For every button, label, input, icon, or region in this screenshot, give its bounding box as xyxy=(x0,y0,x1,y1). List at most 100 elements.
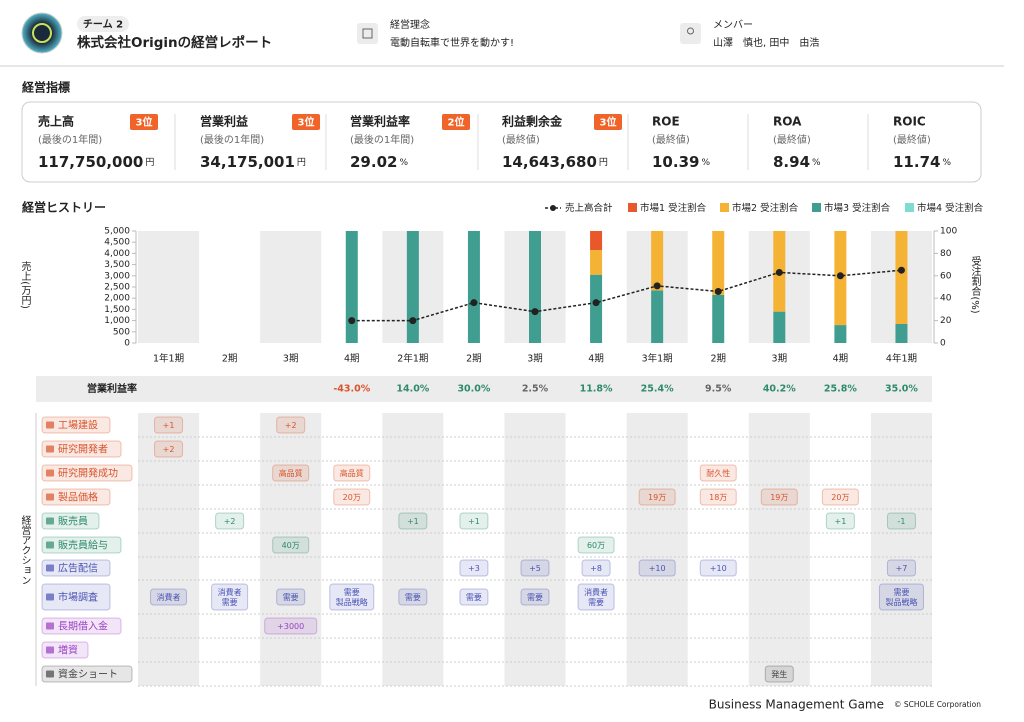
metric-value: 8.94% xyxy=(773,153,821,171)
sales-point xyxy=(714,287,722,295)
action-icon xyxy=(46,670,54,678)
action-chip xyxy=(41,464,133,482)
metrics-card xyxy=(21,101,982,183)
column-shade xyxy=(382,413,444,686)
x-tick-label: 2年1期 xyxy=(397,353,428,365)
metric-name: ROA xyxy=(773,115,802,129)
report-title: 株式会社Originの経営レポート xyxy=(77,34,272,51)
legend-label: 市場4 受注割合 xyxy=(917,202,984,214)
action-cell xyxy=(699,488,737,506)
action-cell xyxy=(211,583,249,611)
action-name: 市場調査 xyxy=(58,591,98,604)
metric-period: (最終値) xyxy=(652,133,690,146)
action-cell xyxy=(638,559,676,577)
action-value: 18万 xyxy=(709,493,727,502)
metric-value: 10.39% xyxy=(652,153,710,171)
rank: 2位 xyxy=(448,116,465,129)
action-chip xyxy=(41,536,122,554)
action-icon xyxy=(46,622,54,630)
column-shade xyxy=(138,231,200,343)
margin-value: 25.8% xyxy=(824,384,857,395)
action-cell xyxy=(329,583,375,611)
value: 117,750,000 xyxy=(38,153,143,171)
action-cell xyxy=(520,588,550,606)
bar-segment xyxy=(712,294,725,343)
y2-tick-label: 80 xyxy=(940,249,952,259)
metric-name: 売上高 xyxy=(38,114,74,129)
action-name: 製品価格 xyxy=(58,491,98,504)
metric-period: (最終値) xyxy=(502,133,540,146)
y-tick-label: 2,500 xyxy=(104,283,130,293)
column-shade xyxy=(504,413,566,686)
column-shade xyxy=(748,413,810,686)
x-tick-label: 1年1期 xyxy=(153,353,184,365)
action-cell xyxy=(886,559,916,577)
margin-value: 25.4% xyxy=(641,384,674,395)
action-value: +3000 xyxy=(277,622,304,631)
footer-brand: Business Management Game xyxy=(709,698,884,712)
bar-segment xyxy=(712,231,725,295)
x-tick-label: 3期 xyxy=(527,354,543,365)
section-title: 経営指標 xyxy=(22,80,70,95)
action-cell xyxy=(150,588,188,606)
action-chip xyxy=(41,559,111,577)
margin-value: 9.5% xyxy=(705,384,732,395)
x-tick-label: 2期 xyxy=(222,354,238,365)
metric-name: 利益剰余金 xyxy=(502,114,563,129)
action-value: 19万 xyxy=(648,493,666,502)
sales-point xyxy=(409,317,417,325)
action-icon xyxy=(46,493,54,501)
action-chip xyxy=(41,512,100,530)
x-tick-label: 4期 xyxy=(344,354,360,365)
logo-mark xyxy=(32,23,52,43)
sales-point xyxy=(836,272,844,280)
bar-segment xyxy=(895,231,908,324)
margin-value: 40.2% xyxy=(763,384,796,395)
rank: 3位 xyxy=(136,116,153,129)
bar-segment xyxy=(590,274,603,343)
action-cell xyxy=(886,512,916,530)
action-cell xyxy=(581,559,611,577)
action-value: +1 xyxy=(407,517,419,526)
action-cell xyxy=(398,512,428,530)
metric-period: (最終値) xyxy=(773,133,811,146)
action-value: +1 xyxy=(163,421,175,430)
y-tick-label: 1,500 xyxy=(104,305,130,315)
action-chip xyxy=(41,488,111,506)
margin-value: 35.0% xyxy=(885,384,918,395)
metric-period: (最後の1年間) xyxy=(38,133,102,146)
x-tick-label: 3期 xyxy=(772,354,788,365)
members: 山澤 慎也, 田中 由浩 xyxy=(713,36,819,49)
action-value: 需要 xyxy=(283,593,299,602)
sales-point xyxy=(348,317,356,325)
action-cell xyxy=(398,588,428,606)
x-tick-label: 4期 xyxy=(833,354,849,365)
metric-period: (最後の1年間) xyxy=(200,133,264,146)
action-value: +10 xyxy=(649,564,666,573)
bar-segment xyxy=(651,231,664,291)
metric-period: (最終値) xyxy=(893,133,931,146)
action-value: +1 xyxy=(834,517,846,526)
action-cell xyxy=(272,536,310,554)
bar-segment xyxy=(467,231,480,343)
action-value: 需要 xyxy=(588,598,604,607)
legend-label: 市場2 受注割合 xyxy=(732,202,799,214)
legend-label: 市場3 受注割合 xyxy=(824,202,891,214)
action-name: 販売員給与 xyxy=(58,539,108,552)
action-name: 増資 xyxy=(58,644,78,657)
bar-segment xyxy=(895,323,908,343)
action-cell xyxy=(699,559,737,577)
action-value: 発生 xyxy=(771,669,787,679)
action-cell xyxy=(878,583,924,611)
y-axis-title: 売上(万円) xyxy=(19,260,31,309)
action-cell xyxy=(333,464,371,482)
metric-value: 34,175,001 円 xyxy=(200,153,306,171)
column-shade xyxy=(138,413,200,686)
rank: 3位 xyxy=(600,116,617,129)
unit: % xyxy=(701,158,710,168)
section-title: 経営ヒストリー xyxy=(22,200,106,215)
x-tick-label: 4期 xyxy=(588,354,604,365)
metric-period: (最後の1年間) xyxy=(350,133,414,146)
unit: 円 xyxy=(599,157,608,168)
